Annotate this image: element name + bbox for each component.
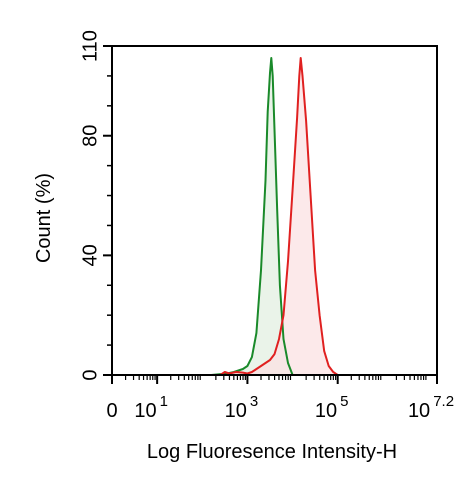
y-tick-label: 0 [79, 369, 101, 380]
x-axis-title: Log Fluoresence Intensity-H [147, 441, 397, 463]
y-axis-title: Count (%) [33, 173, 55, 263]
y-tick-label: 110 [79, 30, 101, 62]
x-tick-label: 10 3 [225, 393, 259, 422]
y-tick-label: 80 [79, 125, 101, 147]
series-1-fill [121, 58, 347, 375]
x-tick-label: 0 [106, 400, 117, 422]
axes: 0 40 80 110 0 10 1 10 3 10 5 10 7.2 [79, 30, 454, 422]
x-tick-label: 10 7.2 [408, 393, 454, 422]
series-1-line [121, 57, 347, 376]
plot-area [121, 57, 347, 376]
x-tick-label: 10 5 [315, 393, 349, 422]
y-tick-label: 40 [79, 244, 101, 266]
x-tick-label: 10 1 [134, 393, 168, 422]
